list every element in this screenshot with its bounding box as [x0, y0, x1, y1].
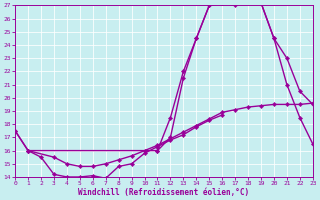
X-axis label: Windchill (Refroidissement éolien,°C): Windchill (Refroidissement éolien,°C): [78, 188, 250, 197]
